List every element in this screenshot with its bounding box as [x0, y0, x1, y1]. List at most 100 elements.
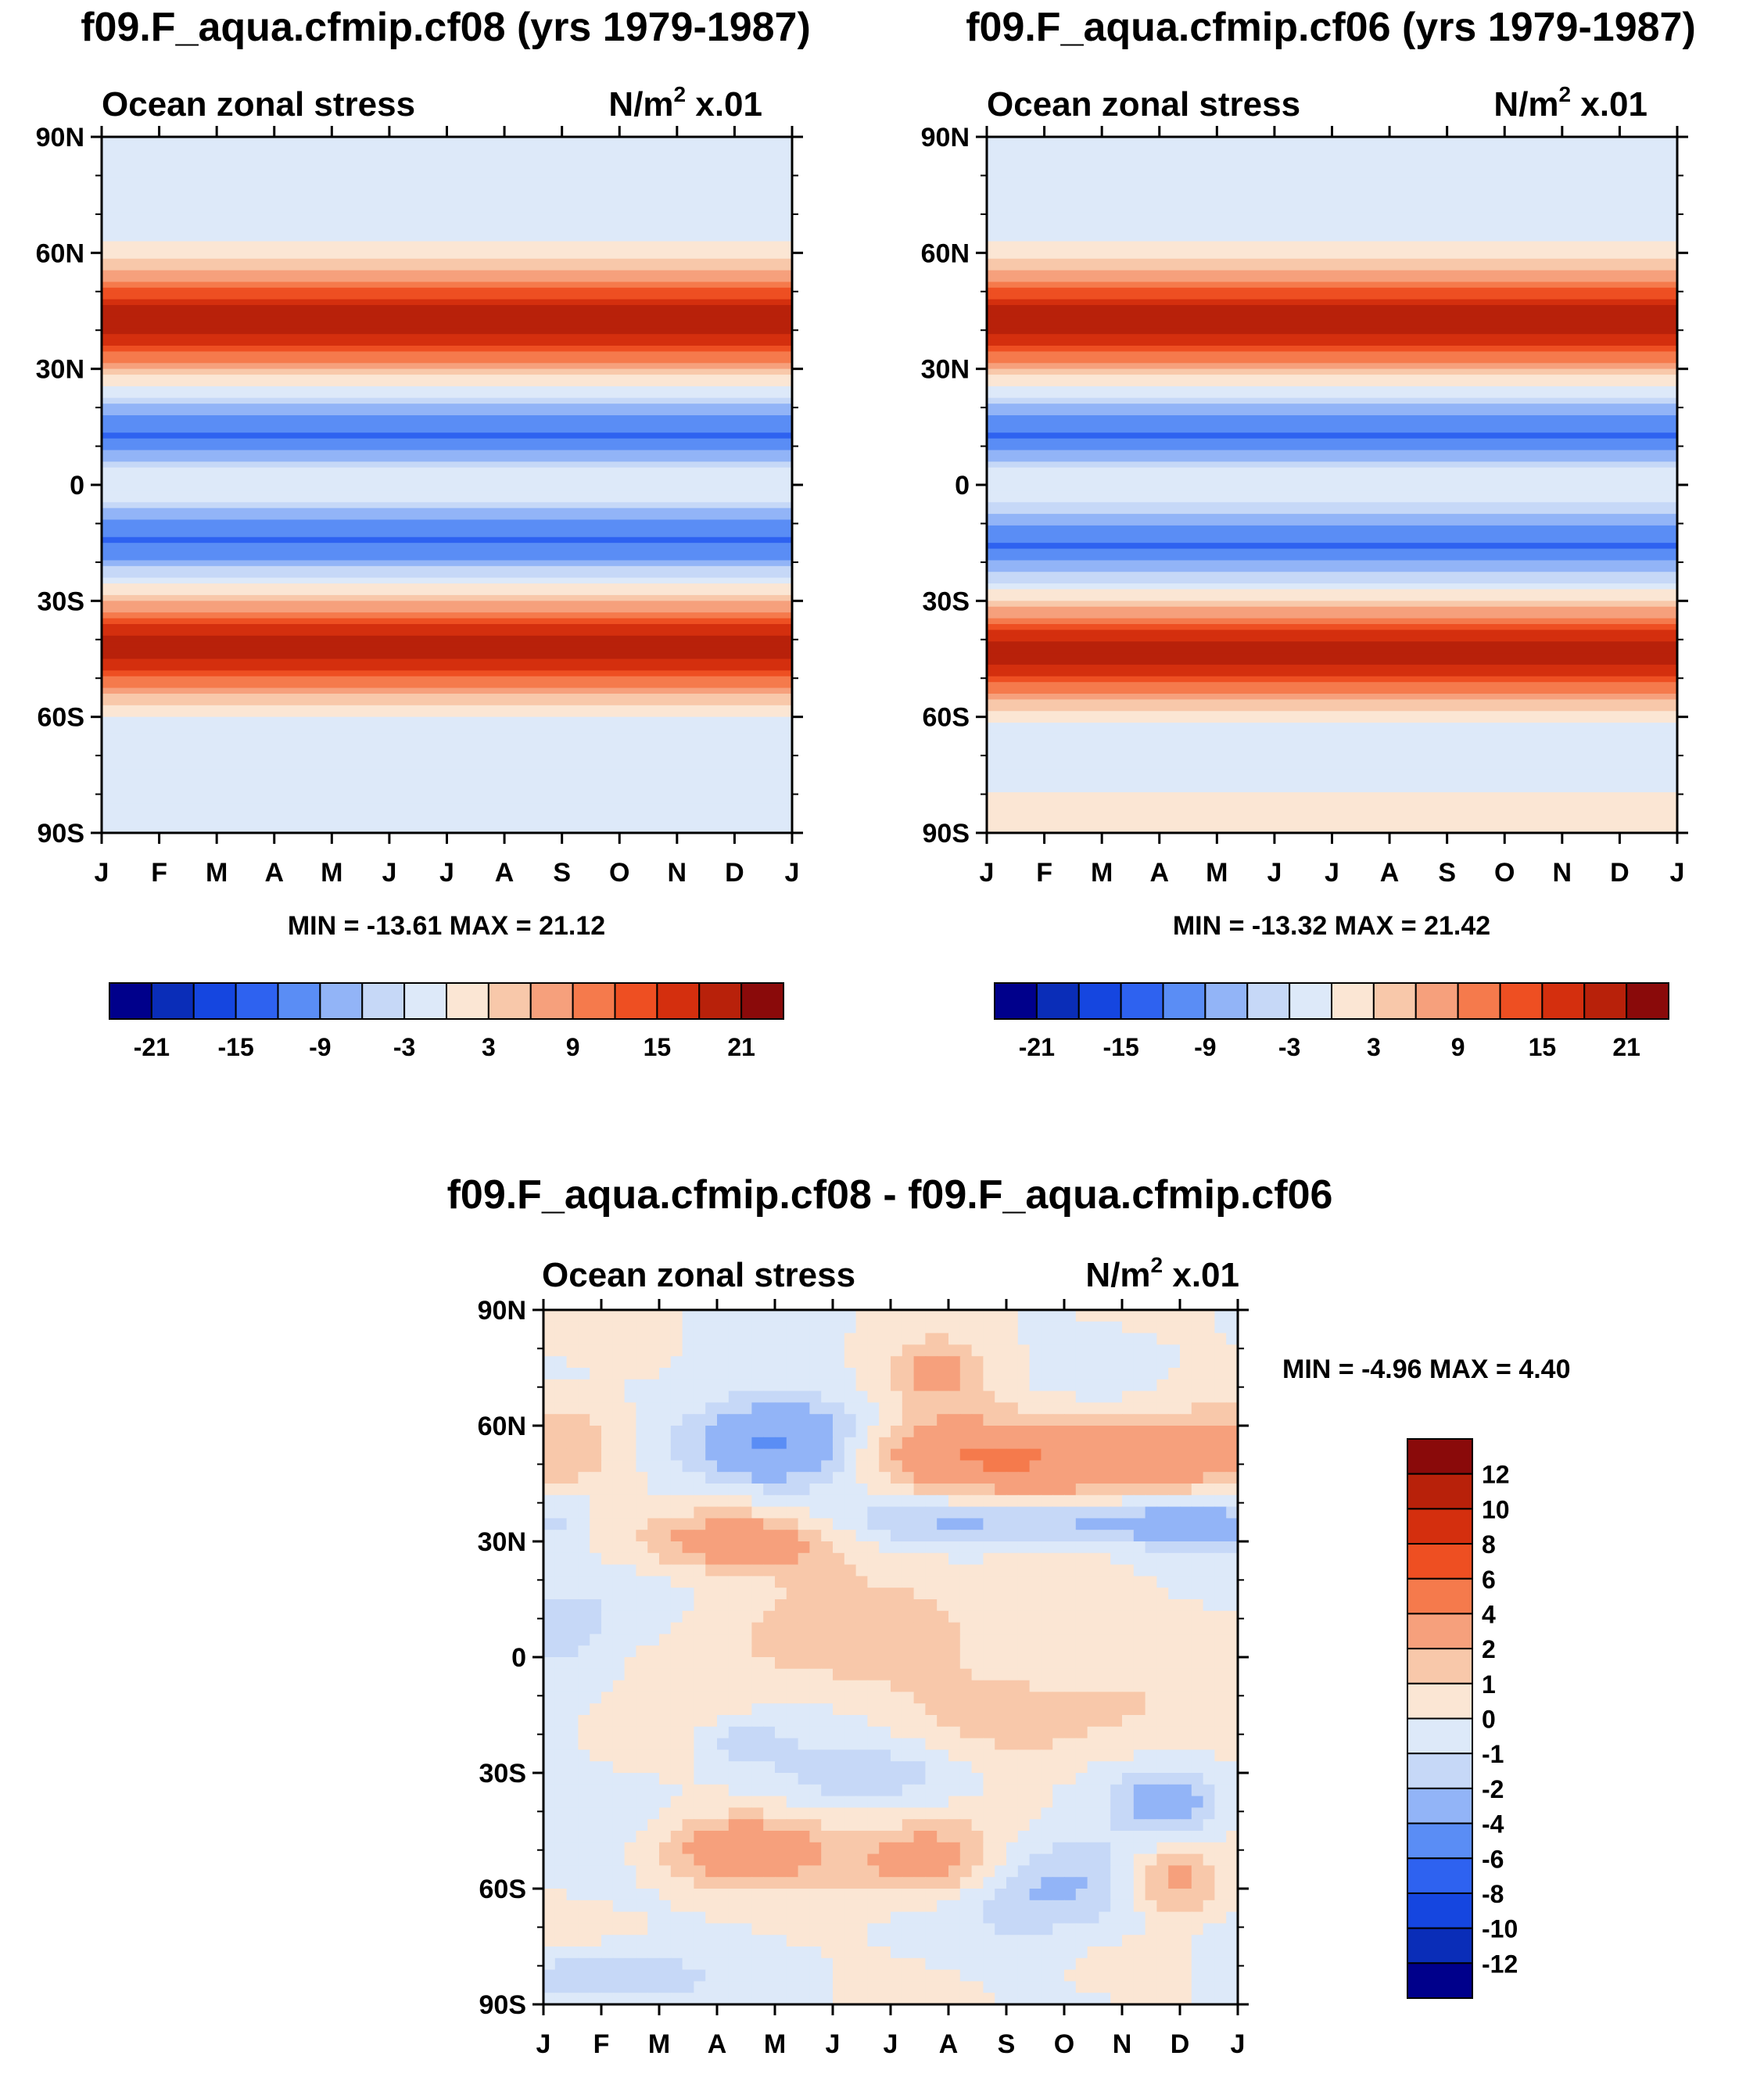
field-cell	[1191, 1831, 1204, 1843]
field-cell	[1064, 1993, 1077, 2005]
field-cell	[995, 1622, 1007, 1635]
field-band	[987, 594, 1677, 602]
field-cell	[1214, 1564, 1227, 1577]
field-cell	[971, 1715, 984, 1728]
field-cell	[833, 1402, 845, 1415]
field-cell	[1075, 1576, 1088, 1588]
field-cell	[554, 1657, 568, 1670]
field-cell	[578, 1564, 590, 1577]
field-cell	[1203, 1541, 1216, 1554]
field-cell	[798, 1773, 811, 1785]
field-cell	[694, 1576, 706, 1588]
field-cell	[694, 1657, 706, 1670]
field-cell	[833, 1703, 845, 1716]
field-cell	[647, 1749, 660, 1762]
field-cell	[855, 1472, 869, 1484]
field-cell	[925, 1819, 938, 1832]
field-cell	[983, 1518, 995, 1530]
field-cell	[798, 1900, 811, 1913]
field-cell	[1006, 1680, 1019, 1693]
field-cell	[1191, 1530, 1204, 1542]
field-cell	[1145, 1622, 1158, 1635]
field-cell	[601, 1333, 614, 1346]
field-cell	[1052, 1923, 1065, 1936]
field-cell	[867, 1437, 880, 1450]
field-cell	[543, 1831, 556, 1843]
x-tick-label: O	[1054, 2029, 1074, 2059]
field-cell	[566, 1738, 579, 1751]
field-cell	[1064, 1773, 1077, 1785]
field-cell	[590, 1865, 602, 1878]
field-cell	[833, 1576, 845, 1588]
field-cell	[775, 1310, 787, 1322]
field-cell	[1168, 1993, 1181, 2005]
field-cell	[995, 1484, 1007, 1496]
field-cell	[763, 1588, 776, 1600]
field-cell	[844, 1622, 857, 1635]
field-cell	[948, 1796, 961, 1809]
field-cell	[1191, 1911, 1204, 1925]
field-cell	[855, 1668, 869, 1681]
field-cell	[682, 1530, 695, 1542]
field-band	[987, 705, 1677, 712]
field-cell	[612, 1390, 626, 1404]
field-cell	[1168, 1622, 1181, 1635]
field-cell	[566, 1726, 579, 1739]
field-cell	[925, 1518, 938, 1530]
field-cell	[879, 1842, 891, 1855]
field-cell	[855, 1761, 869, 1774]
field-cell	[624, 1865, 637, 1878]
field-cell	[1064, 1437, 1077, 1450]
field-cell	[1122, 1518, 1135, 1530]
field-band	[987, 200, 1677, 207]
field-band	[987, 368, 1677, 375]
field-cell	[717, 1576, 730, 1588]
field-cell	[624, 1576, 637, 1588]
field-cell	[1203, 1588, 1216, 1600]
field-cell	[1017, 1321, 1031, 1334]
field-band	[987, 392, 1677, 399]
field-cell	[1075, 1993, 1088, 2005]
field-cell	[1168, 1344, 1181, 1357]
field-cell	[1203, 1889, 1216, 1901]
field-band	[102, 368, 792, 375]
field-cell	[578, 1889, 590, 1901]
field-cell	[959, 1946, 973, 1959]
field-cell	[705, 1703, 718, 1716]
field-cell	[728, 1506, 741, 1519]
field-cell	[647, 1333, 660, 1346]
field-band	[987, 322, 1677, 329]
field-cell	[647, 1842, 660, 1855]
field-cell	[590, 1680, 602, 1693]
field-cell	[959, 1622, 973, 1635]
field-cell	[1064, 1426, 1077, 1438]
field-cell	[995, 1969, 1007, 1982]
field-cell	[705, 1842, 718, 1855]
field-cell	[1203, 1680, 1216, 1693]
field-cell	[948, 1645, 961, 1658]
field-cell	[809, 1692, 822, 1704]
field-cell	[1180, 1726, 1192, 1739]
field-cell	[1133, 1784, 1146, 1797]
field-cell	[879, 1923, 891, 1936]
field-band	[987, 461, 1677, 468]
field-cell	[948, 1842, 961, 1855]
field-cell	[636, 1738, 648, 1751]
field-cell	[891, 1981, 903, 1993]
field-cell	[717, 1634, 730, 1646]
field-cell	[983, 1831, 995, 1843]
field-cell	[682, 1749, 695, 1762]
field-cell	[1133, 1610, 1146, 1624]
field-cell	[1156, 1831, 1169, 1843]
field-cell	[925, 1379, 938, 1392]
field-cell	[740, 1900, 753, 1913]
field-cell	[775, 1426, 787, 1438]
field-cell	[1180, 1310, 1192, 1322]
field-cell	[543, 1426, 556, 1438]
field-cell	[1145, 1761, 1158, 1774]
field-cell	[647, 1576, 660, 1588]
colorbar-swatch	[1077, 982, 1122, 1020]
field-cell	[624, 1541, 637, 1554]
field-cell	[1064, 1738, 1077, 1751]
field-cell	[971, 1889, 984, 1901]
